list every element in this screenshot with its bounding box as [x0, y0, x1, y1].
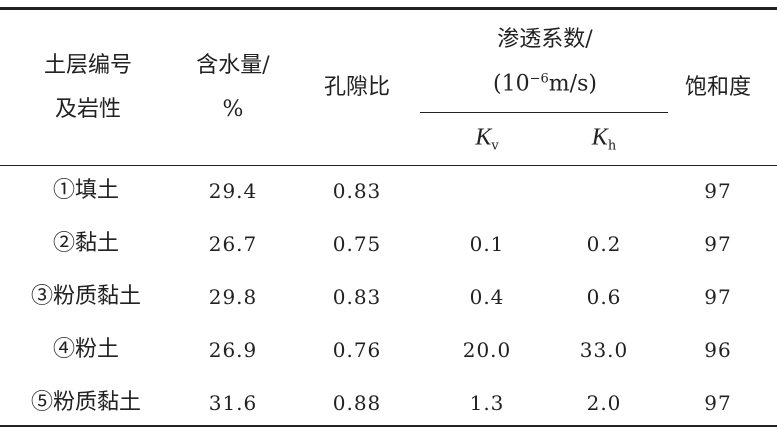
header-cell: 及岩性 — [54, 97, 122, 122]
subscript: v — [491, 138, 499, 154]
table-cell: 0.4 — [469, 285, 505, 309]
table-cell: 33.0 — [579, 338, 629, 362]
table-cell: 29.4 — [208, 179, 258, 203]
header-cell: 饱和度 — [684, 75, 752, 100]
header-cell: 土层编号 — [43, 53, 133, 78]
unit-part: (10 — [493, 71, 530, 97]
table-cell: 97 — [704, 179, 732, 203]
table-cell: 0.83 — [332, 285, 382, 309]
sub-rule — [420, 112, 668, 113]
table-cell: 0.76 — [332, 338, 382, 362]
table-cell: 2.0 — [586, 391, 622, 415]
table-cell: ③粉质黏土 — [30, 284, 142, 309]
header-rule — [0, 165, 777, 166]
symbol: K — [475, 124, 492, 151]
table-cell: 0.1 — [469, 232, 505, 256]
table-cell: 97 — [704, 232, 732, 256]
header-cell: 含水量/ — [196, 53, 270, 78]
table-cell: 96 — [704, 338, 732, 362]
table-cell: 0.88 — [332, 391, 382, 415]
table-cell: ④粉土 — [52, 337, 120, 362]
table-cell: 97 — [704, 391, 732, 415]
unit-sup: −6 — [529, 71, 549, 87]
subscript: h — [607, 138, 617, 154]
table-cell: 0.2 — [586, 232, 622, 256]
table-cell: 31.6 — [208, 391, 258, 415]
table-cell: ②黏土 — [52, 231, 120, 256]
table-cell: ①填土 — [52, 178, 120, 203]
header-cell: 渗透系数/ — [497, 27, 593, 52]
header-unit: (10−6m/s) — [493, 72, 597, 95]
table-cell: 97 — [704, 285, 732, 309]
table-cell: 26.7 — [208, 232, 258, 256]
table-cell: 26.9 — [208, 338, 258, 362]
table-cell: 0.6 — [586, 285, 622, 309]
bottom-rule — [0, 425, 777, 427]
unit-part: m/s) — [548, 71, 597, 97]
header-cell: 孔隙比 — [323, 75, 391, 100]
table-cell: 0.83 — [332, 179, 382, 203]
top-rule — [0, 7, 777, 10]
header-cell: Kh — [592, 125, 616, 152]
table-cell: 20.0 — [462, 338, 512, 362]
table-cell: 0.75 — [332, 232, 382, 256]
table-cell: ⑤粉质黏土 — [30, 390, 142, 415]
header-cell: % — [222, 97, 244, 122]
table-cell: 29.8 — [208, 285, 258, 309]
table-cell: 1.3 — [469, 391, 505, 415]
header-cell: Kv — [475, 125, 498, 152]
symbol: K — [591, 124, 608, 151]
